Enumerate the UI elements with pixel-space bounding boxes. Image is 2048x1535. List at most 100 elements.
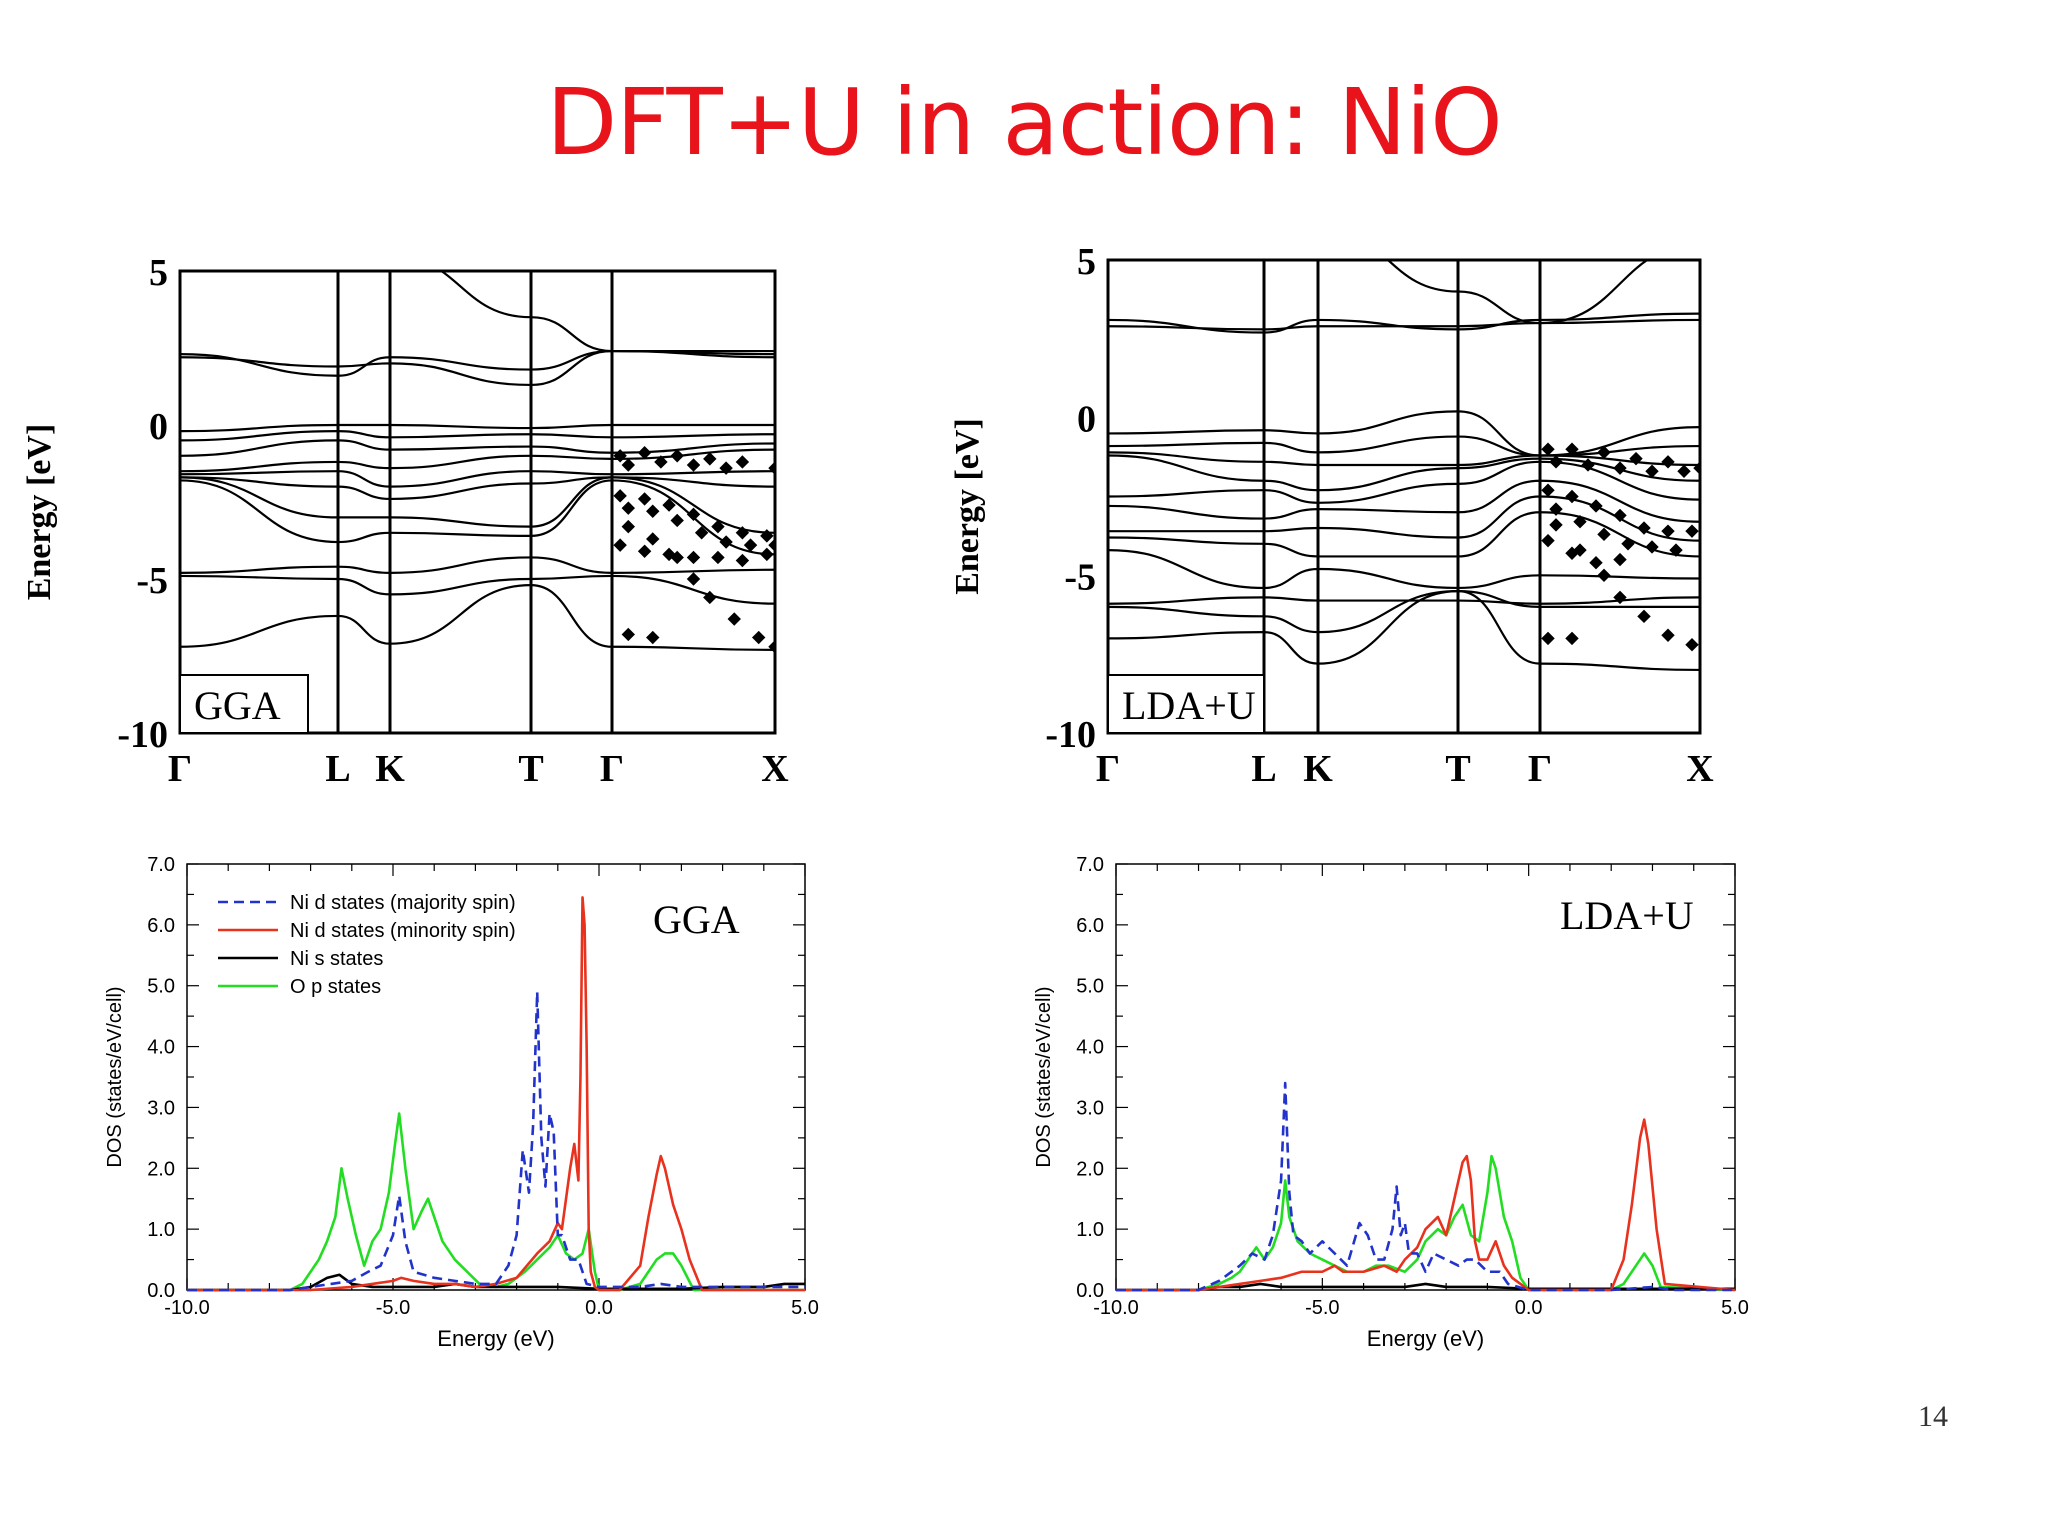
kpoint-label: L bbox=[325, 748, 350, 790]
experiment-point bbox=[1589, 556, 1603, 570]
band-line bbox=[180, 479, 775, 556]
experiment-point bbox=[637, 446, 652, 460]
band-line bbox=[1108, 435, 1700, 457]
kpoint-label: L bbox=[1251, 748, 1276, 790]
y-tick-label: 5 bbox=[149, 252, 168, 294]
dos-series-line bbox=[1116, 1081, 1735, 1292]
experiment-point bbox=[670, 449, 684, 463]
x-tick-label: -10.0 bbox=[1093, 1297, 1139, 1319]
method-label: GGA bbox=[653, 897, 740, 942]
experiment-point bbox=[1573, 515, 1587, 529]
band-lines bbox=[180, 271, 775, 651]
experiment-point bbox=[646, 504, 660, 518]
band-line bbox=[180, 476, 775, 534]
band-line bbox=[1108, 511, 1700, 558]
experiment-point bbox=[1613, 508, 1627, 523]
experiment-point bbox=[1549, 502, 1563, 516]
dos-series-line bbox=[187, 990, 805, 1292]
kpoint-label: T bbox=[1445, 748, 1470, 790]
legend-label: Ni d states (minority spin) bbox=[290, 920, 516, 942]
experiment-point bbox=[760, 547, 774, 562]
experiment-point bbox=[1573, 543, 1587, 557]
experiment-point bbox=[670, 550, 684, 565]
kpoint-label: Γ bbox=[1528, 748, 1552, 790]
x-tick-label: -5.0 bbox=[376, 1297, 410, 1319]
experiment-point bbox=[646, 630, 660, 645]
experiment-point bbox=[694, 526, 709, 540]
x-tick-label: 5.0 bbox=[791, 1297, 819, 1319]
experiment-points bbox=[1541, 442, 1700, 652]
legend-label: O p states bbox=[290, 976, 381, 998]
y-tick-label: -5 bbox=[1064, 556, 1096, 598]
experiment-point bbox=[751, 630, 766, 645]
experiment-point bbox=[735, 526, 750, 540]
y-tick-label: 7.0 bbox=[1076, 854, 1104, 876]
y-tick-label: 3.0 bbox=[147, 1097, 175, 1119]
experiment-point bbox=[1645, 464, 1659, 478]
band-line bbox=[1108, 589, 1700, 672]
experiment-point bbox=[711, 519, 725, 534]
experiment-point bbox=[1565, 489, 1579, 504]
experiment-point bbox=[1661, 628, 1675, 642]
y-tick-label: 1.0 bbox=[1076, 1219, 1104, 1241]
inset-label-box bbox=[1107, 674, 1265, 734]
band-line bbox=[1108, 451, 1700, 467]
experiment-point bbox=[621, 458, 636, 472]
experiment-point bbox=[613, 538, 627, 552]
legend-label: Ni d states (majority spin) bbox=[290, 892, 516, 914]
experiment-point bbox=[621, 519, 636, 534]
plot-frame bbox=[1106, 258, 1702, 735]
band-line bbox=[1108, 589, 1700, 634]
experiment-point bbox=[686, 572, 701, 586]
y-tick-label: 1.0 bbox=[147, 1219, 175, 1241]
experiment-point bbox=[1661, 524, 1675, 538]
inset-label: LDA+U bbox=[1122, 683, 1256, 728]
band-line bbox=[1108, 479, 1700, 523]
experiment-point bbox=[703, 590, 717, 605]
x-tick-label: -10.0 bbox=[164, 1297, 210, 1319]
y-tick-label: 0 bbox=[149, 406, 168, 448]
experiment-point bbox=[735, 553, 750, 568]
experiment-point bbox=[719, 535, 733, 549]
experiment-point bbox=[1685, 524, 1699, 538]
y-axis-label: DOS (states/eV/cell) bbox=[104, 986, 126, 1167]
y-tick-label: -10 bbox=[117, 714, 168, 756]
y-tick-label: 4.0 bbox=[147, 1037, 175, 1059]
kpoint-label: X bbox=[1686, 748, 1713, 790]
x-tick-label: -5.0 bbox=[1305, 1297, 1339, 1319]
experiment-point bbox=[1677, 464, 1691, 478]
experiment-point bbox=[743, 538, 758, 552]
experiment-point bbox=[637, 544, 652, 558]
plot-frame bbox=[178, 269, 777, 735]
experiment-point bbox=[1637, 609, 1651, 624]
legend-label: Ni s states bbox=[290, 948, 383, 970]
experiment-point bbox=[1597, 568, 1611, 583]
dos-series-line bbox=[187, 896, 805, 1292]
band-line bbox=[1386, 260, 1650, 325]
y-tick-label: 4.0 bbox=[1076, 1037, 1104, 1059]
experiment-point bbox=[1669, 543, 1683, 557]
x-tick-label: 0.0 bbox=[1515, 1297, 1543, 1319]
band-line bbox=[1108, 460, 1700, 504]
y-tick-label: -5 bbox=[136, 560, 168, 602]
y-axis-label: Energy [eV] bbox=[949, 418, 986, 595]
band-line bbox=[180, 470, 775, 488]
kpoint-label: Γ bbox=[168, 748, 192, 790]
band-line bbox=[1108, 596, 1700, 605]
band-line bbox=[180, 423, 775, 433]
y-tick-label: 0 bbox=[1077, 399, 1096, 441]
page-number: 14 bbox=[1918, 1400, 1948, 1433]
y-axis-label: Energy [eV] bbox=[21, 424, 58, 601]
y-tick-label: -10 bbox=[1045, 714, 1096, 756]
kpoint-label: Γ bbox=[1096, 748, 1120, 790]
band-line bbox=[1108, 410, 1700, 457]
band-line bbox=[1108, 549, 1700, 590]
experiment-point bbox=[613, 489, 627, 503]
x-tick-label: 0.0 bbox=[585, 1297, 613, 1319]
experiment-point bbox=[1637, 521, 1651, 535]
y-tick-label: 0.0 bbox=[1076, 1280, 1104, 1302]
band-line bbox=[180, 476, 775, 501]
